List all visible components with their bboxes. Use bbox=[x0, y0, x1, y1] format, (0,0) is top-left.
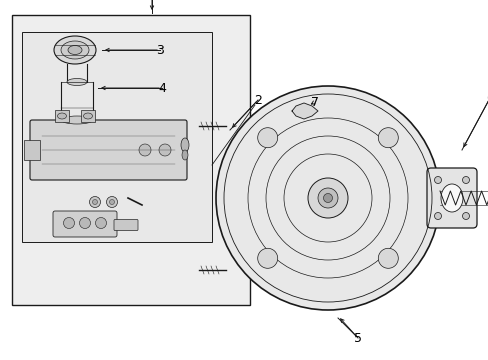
Bar bbox=[12, 15, 249, 305]
Bar bbox=[81, 110, 95, 122]
Bar bbox=[24, 140, 40, 160]
Ellipse shape bbox=[61, 116, 93, 124]
Ellipse shape bbox=[68, 45, 82, 54]
Ellipse shape bbox=[83, 113, 92, 119]
Circle shape bbox=[109, 199, 114, 204]
Circle shape bbox=[434, 212, 441, 220]
Text: 7: 7 bbox=[310, 95, 318, 108]
Circle shape bbox=[434, 176, 441, 184]
Circle shape bbox=[106, 197, 117, 207]
Circle shape bbox=[80, 217, 90, 229]
Circle shape bbox=[89, 197, 101, 207]
Ellipse shape bbox=[67, 78, 87, 85]
Ellipse shape bbox=[181, 138, 189, 152]
Circle shape bbox=[462, 212, 468, 220]
Circle shape bbox=[95, 217, 106, 229]
FancyBboxPatch shape bbox=[53, 211, 117, 237]
Circle shape bbox=[307, 178, 347, 218]
Circle shape bbox=[257, 248, 277, 268]
Ellipse shape bbox=[54, 36, 96, 64]
Text: 3: 3 bbox=[156, 44, 163, 57]
Ellipse shape bbox=[182, 150, 187, 160]
Ellipse shape bbox=[440, 184, 462, 212]
Circle shape bbox=[92, 199, 97, 204]
Text: 6: 6 bbox=[485, 91, 488, 104]
Circle shape bbox=[317, 188, 337, 208]
Polygon shape bbox=[291, 103, 317, 119]
Circle shape bbox=[159, 144, 171, 156]
Ellipse shape bbox=[61, 41, 89, 59]
Circle shape bbox=[323, 194, 332, 202]
Circle shape bbox=[216, 86, 439, 310]
FancyBboxPatch shape bbox=[114, 220, 138, 230]
FancyBboxPatch shape bbox=[426, 168, 476, 228]
Circle shape bbox=[139, 144, 151, 156]
Ellipse shape bbox=[58, 113, 66, 119]
Circle shape bbox=[257, 128, 277, 148]
Circle shape bbox=[378, 128, 398, 148]
Bar bbox=[22, 32, 212, 242]
Bar bbox=[55, 110, 69, 122]
Circle shape bbox=[462, 176, 468, 184]
FancyBboxPatch shape bbox=[30, 120, 186, 180]
Text: 4: 4 bbox=[158, 81, 165, 94]
Text: 5: 5 bbox=[353, 332, 361, 345]
Text: 2: 2 bbox=[254, 94, 262, 107]
Circle shape bbox=[63, 217, 74, 229]
Circle shape bbox=[378, 248, 398, 268]
